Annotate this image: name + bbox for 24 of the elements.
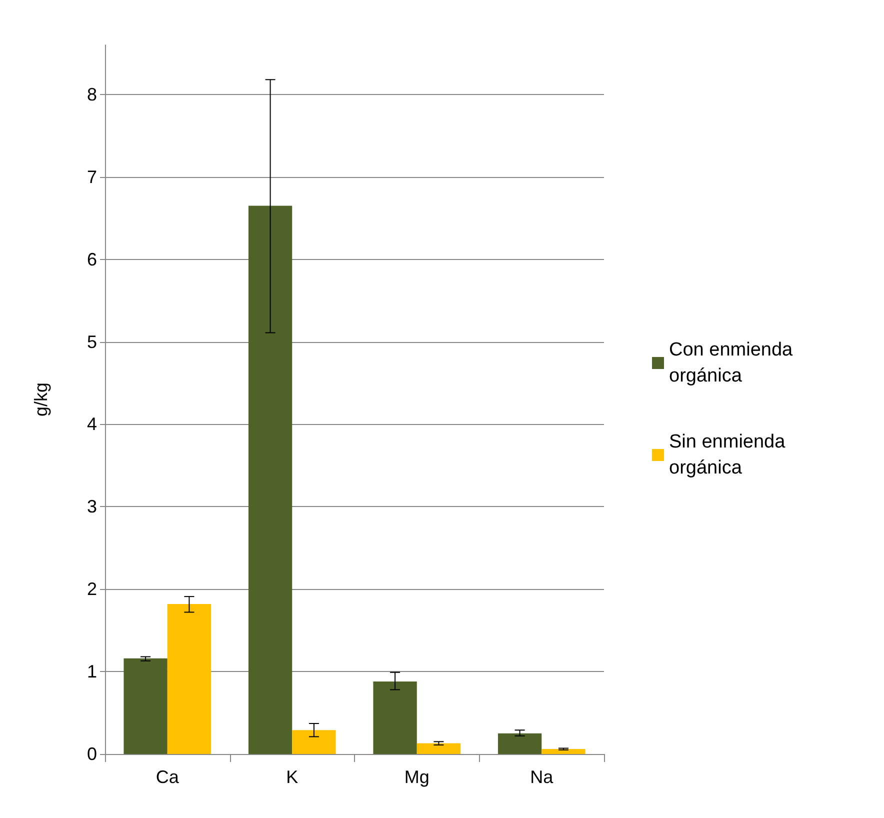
x-tick-label: Ca <box>156 767 180 787</box>
bar <box>167 604 212 754</box>
bar <box>416 743 461 754</box>
x-tick-label: Mg <box>404 767 430 787</box>
y-tick-label: 4 <box>86 414 97 434</box>
bar <box>292 730 336 754</box>
x-tick-label: K <box>286 767 298 787</box>
y-axis-title: g/kg <box>31 382 51 417</box>
bar <box>498 733 542 754</box>
bar <box>124 658 168 754</box>
y-tick-label: 5 <box>86 332 97 352</box>
legend-label: Con enmienda orgánica <box>669 340 798 386</box>
y-tick-label: 2 <box>86 579 97 600</box>
y-tick-label: 0 <box>86 744 97 764</box>
y-tick-label: 1 <box>86 662 97 682</box>
y-tick-label: 7 <box>86 166 97 187</box>
bar <box>248 206 292 754</box>
x-tick-label: Na <box>530 767 554 787</box>
y-tick-label: 3 <box>86 496 97 517</box>
y-tick-label: 8 <box>86 84 97 104</box>
legend-label: Sin enmienda orgánica <box>669 432 790 478</box>
y-tick-label: 6 <box>86 249 97 270</box>
bar <box>542 749 586 754</box>
bar <box>373 681 417 754</box>
